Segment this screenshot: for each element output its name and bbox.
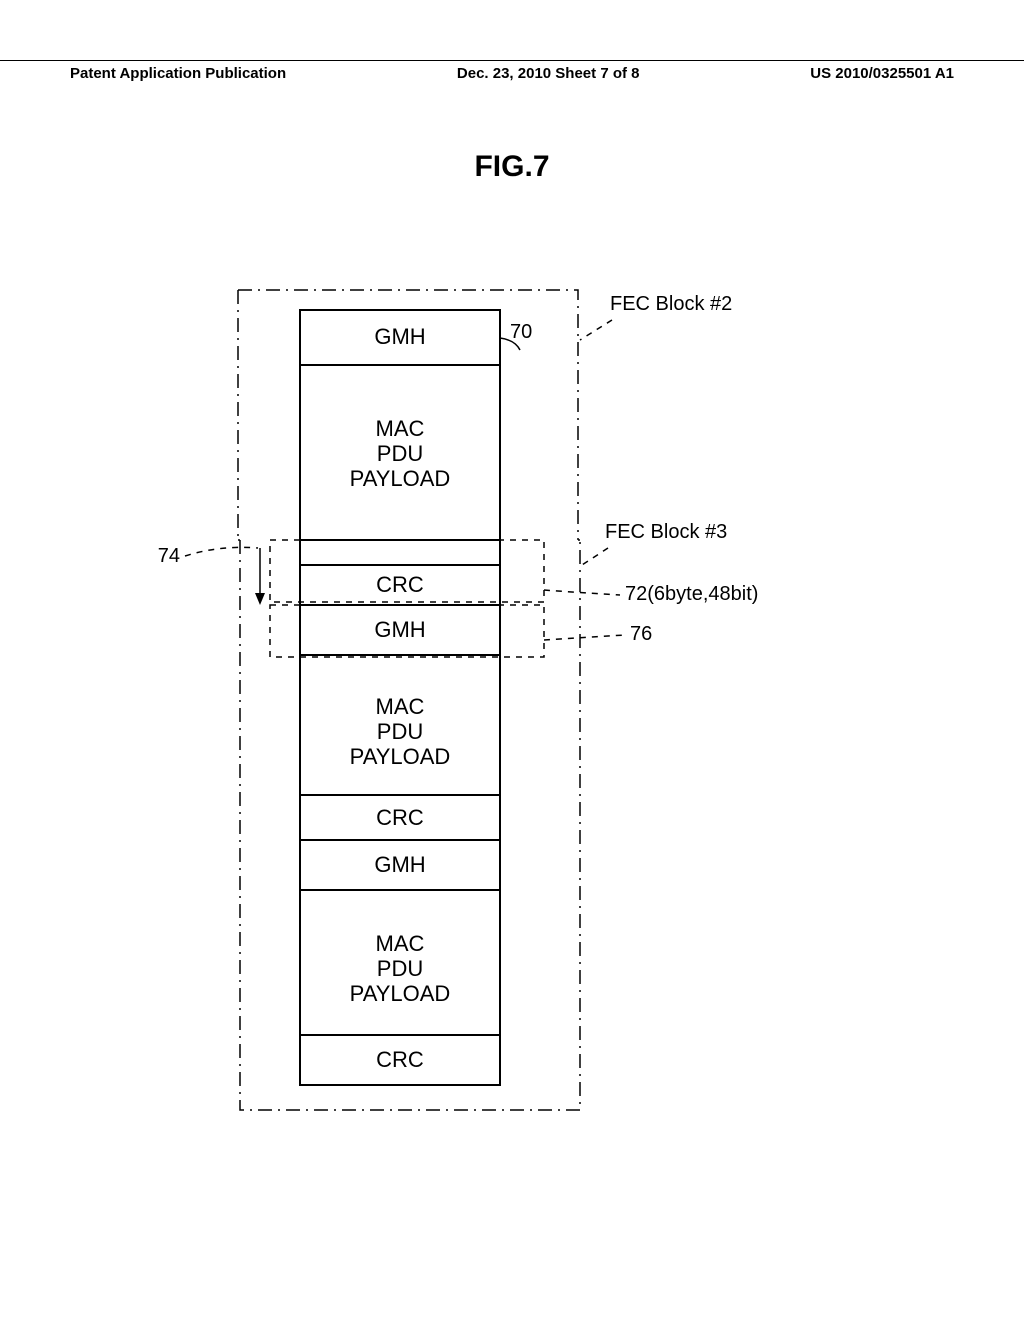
header-left: Patent Application Publication [70, 65, 286, 82]
diagram-svg: GMH MAC PDU PAYLOAD CRC GMH MAC PDU PAYL… [0, 260, 1024, 1160]
cell-crc-1-text: CRC [376, 572, 424, 597]
diagram-container: GMH MAC PDU PAYLOAD CRC GMH MAC PDU PAYL… [0, 260, 1024, 1160]
cell-payload-3-text-1: MAC [376, 931, 425, 956]
cell-payload-1-text-2: PDU [377, 441, 423, 466]
leader-72 [544, 590, 620, 595]
cell-crc-3-text: CRC [376, 1047, 424, 1072]
cell-gmh-1-text: GMH [374, 324, 425, 349]
callout-76: 76 [630, 623, 652, 645]
cell-payload-1b [300, 540, 500, 565]
cell-payload-1-text-3: PAYLOAD [350, 466, 451, 491]
cell-payload-1-text-1: MAC [376, 416, 425, 441]
fec2-label: FEC Block #2 [610, 293, 732, 315]
header-center: Dec. 23, 2010 Sheet 7 of 8 [457, 65, 640, 82]
header-right: US 2010/0325501 A1 [810, 65, 954, 82]
header-row: Patent Application Publication Dec. 23, … [0, 65, 1024, 82]
leader-74-curve [185, 547, 258, 556]
figure-title: FIG.7 [0, 150, 1024, 184]
cell-payload-3-text-2: PDU [377, 956, 423, 981]
page-header: Patent Application Publication Dec. 23, … [0, 60, 1024, 82]
callout-74: 74 [158, 545, 180, 567]
cell-gmh-2-text: GMH [374, 617, 425, 642]
cell-crc-2-text: CRC [376, 805, 424, 830]
callout-72: 72(6byte,48bit) [625, 583, 758, 605]
cell-gmh-3-text: GMH [374, 852, 425, 877]
cell-payload-2-text-1: MAC [376, 694, 425, 719]
fec3-leader [582, 548, 608, 565]
fec3-label: FEC Block #3 [605, 521, 727, 543]
fec2-leader [580, 320, 612, 340]
callout-70: 70 [510, 321, 532, 343]
cell-payload-3-text-3: PAYLOAD [350, 981, 451, 1006]
leader-76 [544, 635, 625, 640]
cell-payload-2-text-3: PAYLOAD [350, 744, 451, 769]
cell-payload-2-text-2: PDU [377, 719, 423, 744]
leader-74-arrowhead [255, 593, 265, 605]
